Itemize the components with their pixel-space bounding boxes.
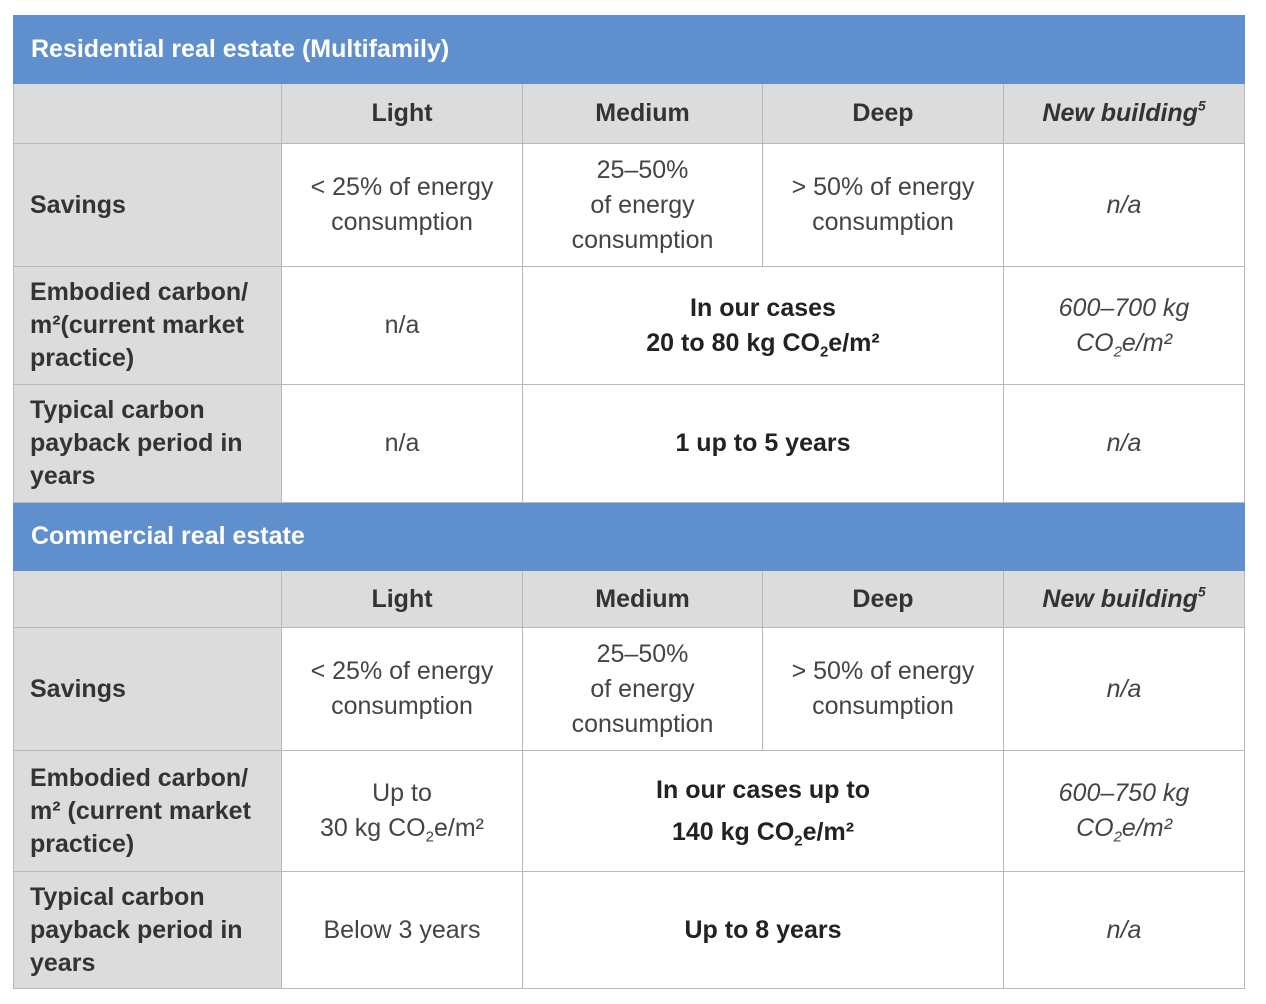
footnote-marker: 5 [1197,98,1206,114]
payback-new-cell: n/a [1002,384,1246,503]
column-header-deep: Deep [762,83,1004,144]
row-label-savings: Savings [13,143,282,267]
table-row-payback: Typical carbon payback period in years B… [13,871,1246,989]
savings-medium-cell: 25–50% of energy consumption [522,143,763,267]
header-row: Light Medium Deep New building5 [13,83,1246,144]
column-header-medium: Medium [522,83,763,144]
row-label-payback: Typical carbon payback period in years [13,871,282,989]
savings-deep-cell: > 50% of energy consumption [762,143,1004,267]
savings-new-cell: n/a [1002,143,1246,267]
row-label-embodied-carbon: Embodied carbon/ m²(current market pract… [13,266,282,385]
payback-medium-deep-cell: Up to 8 years [522,871,1004,989]
table-row-payback: Typical carbon payback period in years n… [13,384,1246,503]
section-title-residential: Residential real estate (Multifamily) [12,15,1246,84]
savings-light-cell: < 25% of energy consumption [281,143,523,267]
header-empty-cell [13,83,282,144]
header-empty-cell [13,570,282,628]
table-row-embodied-carbon: Embodied carbon/ m²(current market pract… [13,266,1246,385]
payback-light-cell: Below 3 years [281,871,523,989]
embodied-light-cell: n/a [281,266,523,385]
table-row-savings: Savings < 25% of energy consumption 25–5… [13,143,1246,267]
row-label-savings: Savings [13,627,282,751]
header-row: Light Medium Deep New building5 [13,570,1246,628]
embodied-medium-deep-cell: In our cases up to 140 kg CO2e/m² [522,750,1004,872]
column-header-new-building: New building5 [1002,570,1246,628]
payback-new-cell: n/a [1002,871,1246,989]
section-title-commercial: Commercial real estate [12,502,1246,571]
savings-medium-cell: 25–50% of energy consumption [522,627,763,751]
row-label-payback: Typical carbon payback period in years [13,384,282,503]
column-header-medium: Medium [522,570,763,628]
savings-deep-cell: > 50% of energy consumption [762,627,1004,751]
savings-light-cell: < 25% of energy consumption [281,627,523,751]
payback-medium-deep-cell: 1 up to 5 years [522,384,1004,503]
savings-new-cell: n/a [1002,627,1246,751]
footnote-marker: 5 [1197,584,1206,600]
embodied-new-cell: 600–750 kg CO2e/m² [1002,750,1246,872]
table-row-savings: Savings < 25% of energy consumption 25–5… [13,627,1246,751]
comparison-table: Residential real estate (Multifamily) Li… [12,15,1246,989]
column-header-new-building: New building5 [1002,83,1246,144]
embodied-light-cell: Up to 30 kg CO2e/m² [281,750,523,872]
row-label-embodied-carbon: Embodied carbon/ m² (current market prac… [13,750,282,872]
payback-light-cell: n/a [281,384,523,503]
column-header-light: Light [281,570,523,628]
embodied-new-cell: 600–700 kg CO2e/m² [1002,266,1246,385]
table-row-embodied-carbon: Embodied carbon/ m² (current market prac… [13,750,1246,872]
column-header-deep: Deep [762,570,1004,628]
embodied-medium-deep-cell: In our cases 20 to 80 kg CO2e/m² [522,266,1004,385]
column-header-light: Light [281,83,523,144]
